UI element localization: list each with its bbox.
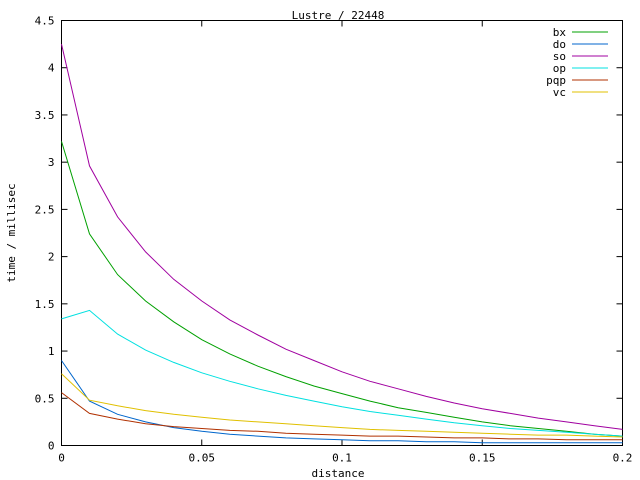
x-tick-label: 0.2 bbox=[613, 452, 633, 465]
x-tick-label: 0.1 bbox=[332, 452, 352, 465]
y-axis-label: time / millisec bbox=[5, 183, 18, 282]
y-tick-label: 1 bbox=[48, 345, 55, 358]
legend-label-vc: vc bbox=[553, 86, 566, 99]
y-tick-label: 4.5 bbox=[35, 15, 55, 28]
series-line-pqp bbox=[61, 392, 623, 441]
series-line-op bbox=[61, 309, 623, 437]
y-tick-label: 3 bbox=[48, 156, 55, 169]
y-tick-label: 1.5 bbox=[35, 298, 55, 311]
y-tick-label: 2.5 bbox=[35, 203, 55, 216]
legend-label-op: op bbox=[553, 62, 566, 75]
x-axis: 0 0.05 0.1 0.15 0.2 bbox=[58, 20, 633, 465]
legend-label-do: do bbox=[553, 38, 566, 51]
series-line-vc bbox=[61, 373, 623, 438]
plot-frame bbox=[61, 20, 623, 446]
y-tick-label: 2 bbox=[48, 251, 55, 264]
chart-title: Lustre / 22448 bbox=[292, 9, 385, 22]
series-line-so bbox=[61, 43, 623, 430]
x-tick-label: 0 bbox=[58, 452, 65, 465]
series-line-bx bbox=[61, 141, 623, 437]
y-tick-label: 0.5 bbox=[35, 392, 55, 405]
legend-label-so: so bbox=[553, 50, 566, 63]
series-line-do bbox=[61, 360, 623, 444]
series-lines bbox=[61, 43, 623, 444]
x-tick-label: 0.05 bbox=[189, 452, 216, 465]
x-tick-label: 0.15 bbox=[469, 452, 496, 465]
y-tick-label: 0 bbox=[48, 440, 55, 453]
y-axis: 0 0.5 1 1.5 2 2.5 3 3.5 4 4.5 bbox=[35, 15, 623, 453]
legend-label-bx: bx bbox=[553, 26, 567, 39]
y-tick-label: 3.5 bbox=[35, 109, 55, 122]
x-axis-label: distance bbox=[312, 467, 365, 480]
y-tick-label: 4 bbox=[48, 62, 55, 75]
legend-label-pqp: pqp bbox=[546, 74, 566, 87]
